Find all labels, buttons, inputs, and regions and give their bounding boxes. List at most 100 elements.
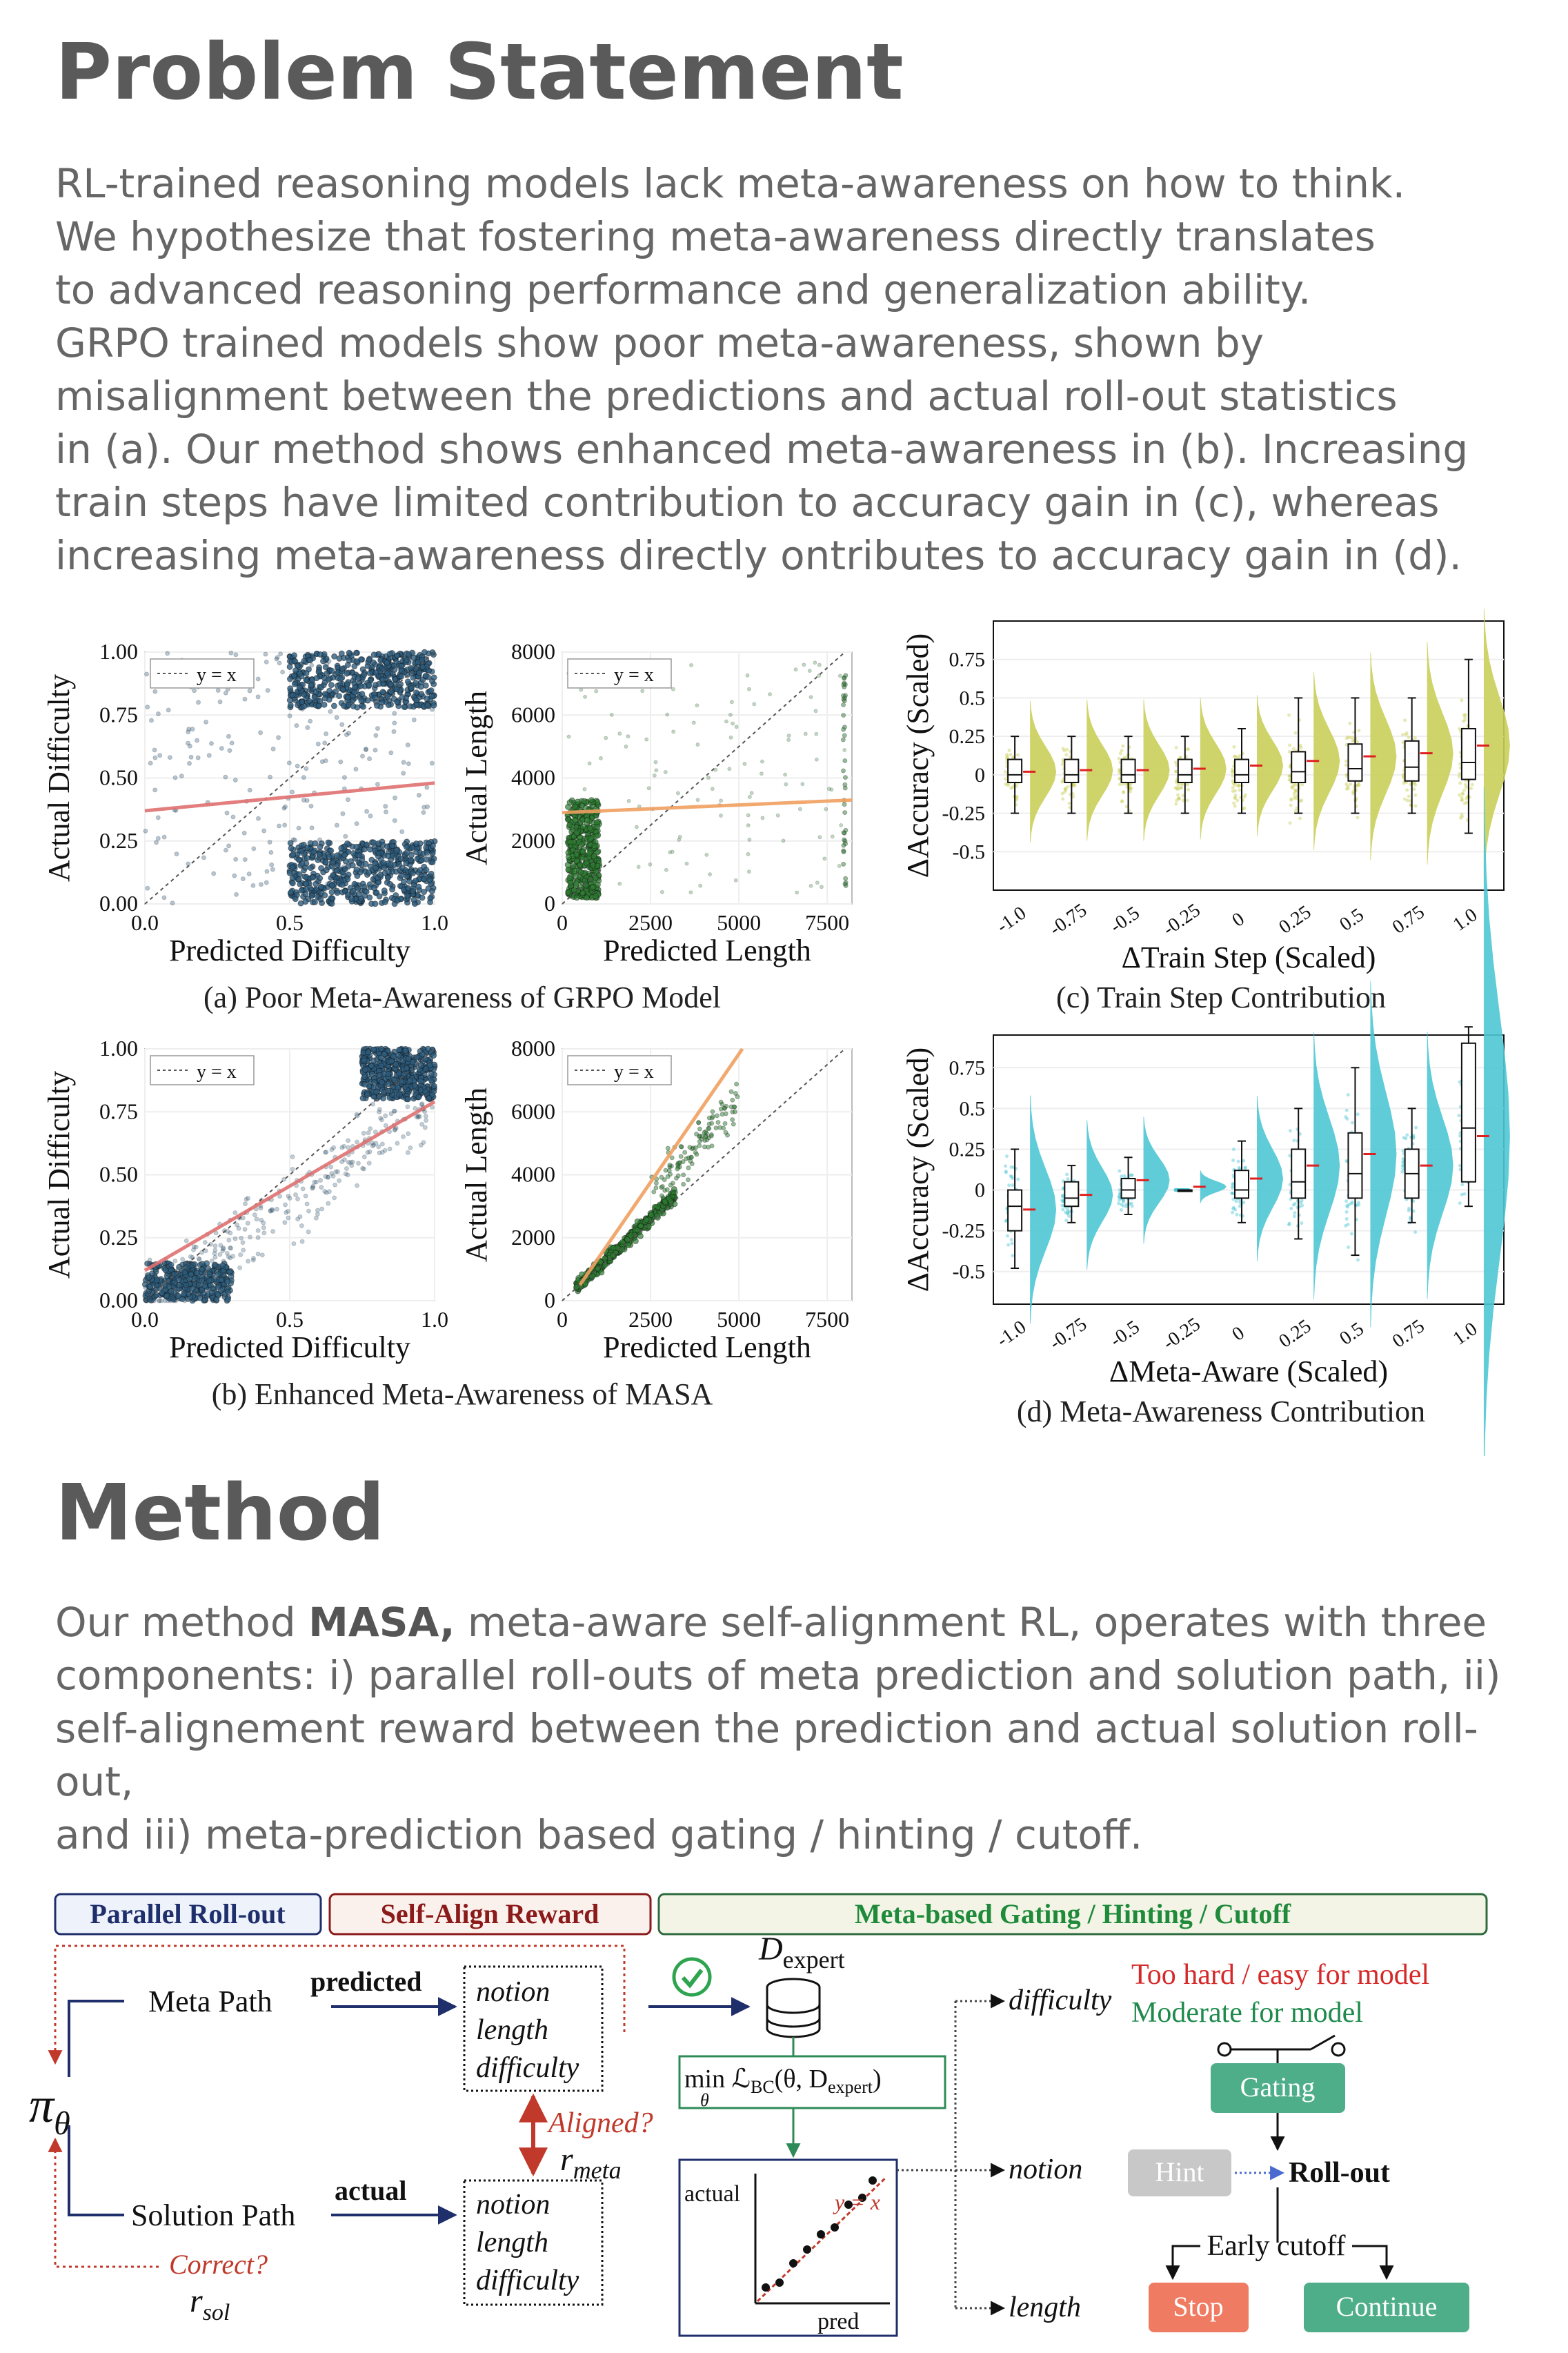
- data-point: [406, 761, 411, 767]
- jitter-point: [1117, 1198, 1121, 1202]
- data-point: [713, 1125, 719, 1131]
- data-point: [688, 890, 693, 895]
- x-tick-label: 0.0: [131, 910, 159, 935]
- data-point: [746, 813, 751, 818]
- data-point: [392, 818, 397, 823]
- data-point: [152, 787, 158, 793]
- jitter-point: [1119, 1174, 1123, 1179]
- jitter-point: [1288, 743, 1292, 747]
- data-point: [379, 699, 386, 706]
- x-tick-label: -0.5: [1106, 903, 1144, 938]
- data-point: [587, 835, 594, 842]
- jitter-point: [1344, 1217, 1349, 1221]
- data-point: [161, 1288, 166, 1293]
- data-point: [284, 1210, 289, 1215]
- data-point: [392, 1108, 397, 1114]
- data-point: [376, 672, 381, 678]
- method-intro-prefix: Our method: [55, 1599, 309, 1646]
- data-point: [829, 787, 834, 792]
- data-point: [302, 898, 309, 905]
- jitter-point: [1231, 1210, 1235, 1214]
- data-point: [681, 1172, 686, 1178]
- data-point: [839, 823, 844, 827]
- data-point: [341, 702, 348, 709]
- data-point: [188, 754, 194, 760]
- data-point: [365, 1049, 372, 1056]
- data-point: [325, 881, 330, 887]
- jitter-point: [1298, 816, 1302, 820]
- data-point: [334, 889, 341, 896]
- data-point: [654, 768, 659, 773]
- data-point: [688, 1154, 694, 1160]
- data-point: [368, 843, 374, 849]
- data-point: [587, 761, 592, 766]
- jitter-point: [1231, 789, 1235, 794]
- data-point: [384, 659, 390, 666]
- jitter-point: [1460, 796, 1464, 800]
- jitter-point: [1407, 1208, 1411, 1212]
- data-point: [161, 895, 167, 900]
- data-point: [339, 722, 345, 727]
- x-axis-label: Predicted Difficulty: [169, 1330, 410, 1364]
- data-point: [345, 1172, 350, 1178]
- x-tick-label: 0.25: [1275, 1315, 1315, 1352]
- jitter-point: [1005, 1234, 1009, 1238]
- y-tick-label: 6000: [511, 1099, 555, 1123]
- data-point: [312, 689, 319, 696]
- jitter-point: [1402, 797, 1407, 801]
- box: [1291, 751, 1307, 784]
- data-point: [675, 1166, 680, 1172]
- data-point: [261, 1225, 266, 1230]
- data-point: [199, 1261, 206, 1268]
- data-point: [583, 694, 588, 699]
- jitter-point: [1462, 801, 1467, 805]
- data-point: [166, 707, 171, 713]
- jitter-point: [1344, 1108, 1349, 1112]
- data-point: [339, 665, 346, 672]
- data-point: [594, 881, 601, 888]
- data-point: [355, 858, 361, 864]
- data-point: [366, 1130, 371, 1136]
- data-point: [204, 719, 209, 725]
- data-point: [304, 1201, 310, 1207]
- data-point: [143, 828, 148, 834]
- data-point: [617, 731, 622, 736]
- jitter-point: [1347, 1246, 1351, 1250]
- data-point: [653, 760, 658, 765]
- box: [1404, 740, 1420, 782]
- data-point: [391, 729, 397, 734]
- data-point: [229, 740, 235, 746]
- x-axis-label: Predicted Length: [603, 1330, 811, 1364]
- data-point: [566, 816, 571, 821]
- data-point: [258, 730, 264, 736]
- data-point: [338, 650, 345, 657]
- data-point: [392, 711, 397, 716]
- data-point: [733, 1090, 738, 1096]
- data-point: [383, 803, 388, 809]
- jitter-point: [1061, 797, 1065, 801]
- data-point: [588, 799, 593, 804]
- jitter-point: [1242, 1159, 1246, 1163]
- data-point: [344, 1166, 349, 1172]
- data-point: [404, 678, 411, 685]
- y-axis-label: Actual Length: [459, 691, 493, 865]
- data-point: [211, 871, 217, 876]
- data-point: [308, 803, 314, 809]
- jitter-point: [1405, 788, 1409, 792]
- jitter-point: [1413, 736, 1417, 740]
- data-point: [276, 735, 281, 740]
- data-point: [800, 782, 805, 787]
- data-point: [353, 866, 360, 873]
- data-point: [567, 838, 574, 845]
- jitter-point: [1464, 785, 1468, 789]
- data-point: [401, 670, 407, 676]
- data-point: [746, 869, 751, 874]
- data-point: [286, 869, 293, 876]
- data-point: [353, 767, 359, 772]
- jitter-point: [1233, 783, 1238, 787]
- data-point: [784, 782, 788, 787]
- data-point: [747, 794, 752, 799]
- data-point: [593, 868, 599, 875]
- data-point: [207, 1268, 212, 1273]
- box: [1460, 728, 1476, 780]
